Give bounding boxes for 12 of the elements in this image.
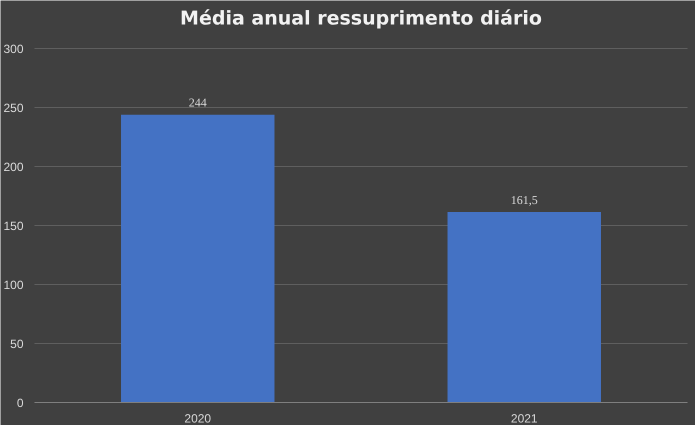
y-tick-label: 150: [3, 219, 24, 234]
y-tick-label: 100: [3, 278, 24, 292]
chart-title: Média anual ressuprimento diário: [180, 8, 542, 30]
y-tick-label: 250: [3, 101, 24, 116]
y-tick-label: 0: [16, 396, 24, 410]
data-label: 244: [188, 96, 207, 110]
x-tick-label: 2020: [184, 412, 212, 425]
y-tick-label: 50: [10, 337, 24, 352]
y-tick-label: 200: [3, 160, 24, 174]
x-tick-label: 2021: [510, 412, 538, 425]
data-label: 161,5: [510, 193, 538, 208]
y-tick-label: 300: [3, 42, 24, 56]
